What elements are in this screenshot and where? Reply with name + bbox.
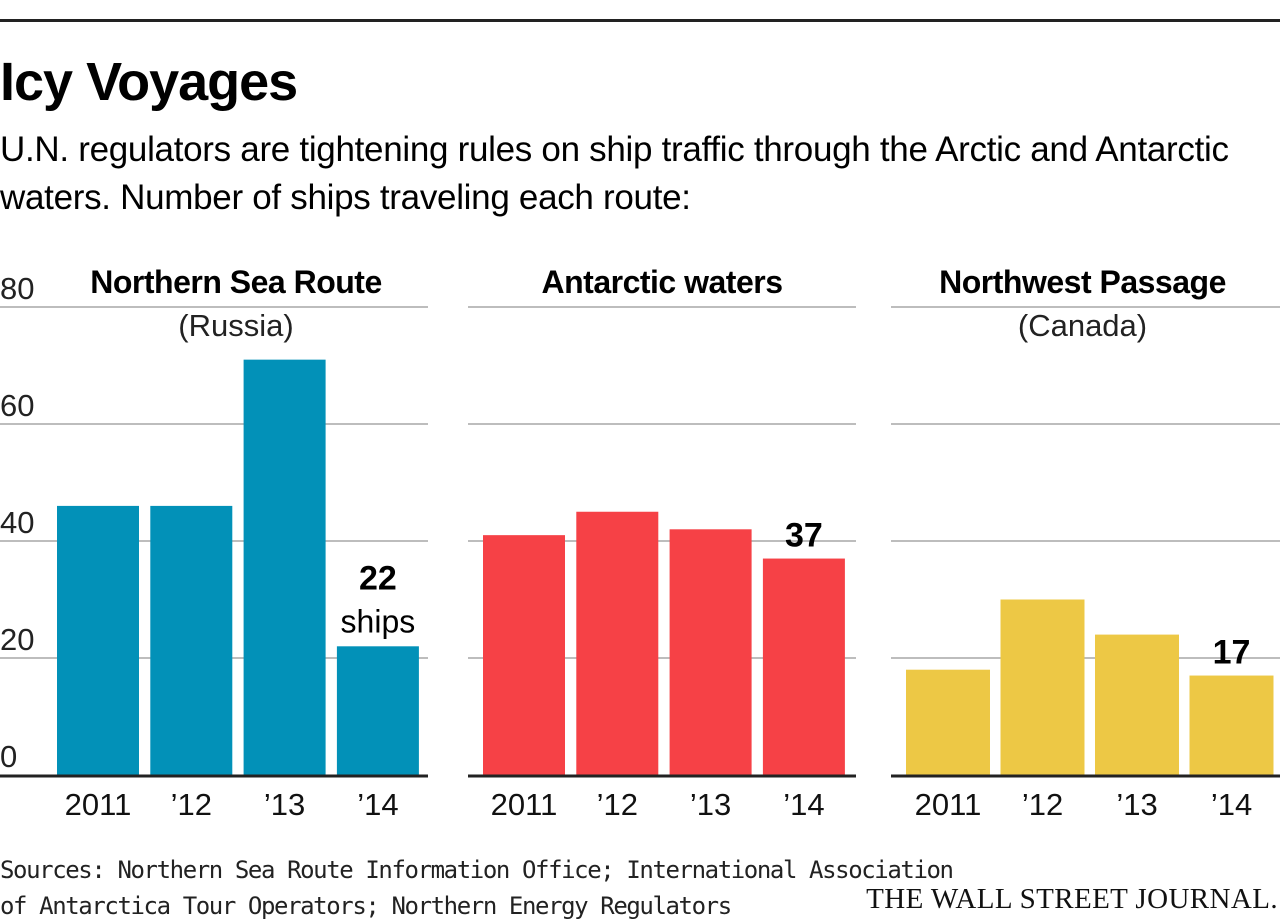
x-tick-label: ’13 [264,787,305,822]
y-tick-label: 60 [0,388,34,423]
chart-subtitle: U.N. regulators are tightening rules on … [0,130,1229,217]
x-tick-label: ’14 [357,787,398,822]
x-tick-label: ’13 [1116,787,1157,822]
bar [150,505,233,775]
value-label: 37 [785,517,823,555]
x-tick-label: ’14 [1211,787,1252,822]
bar-chart-3: 2011 ’12 ’13 ’14 Northwest Passage (Canada) 17 [891,264,1280,822]
bar [576,511,659,775]
panel-subtitle: (Russia) [178,308,293,343]
y-tick-label: 20 [0,622,34,657]
bar [1189,675,1274,775]
publisher-credit: THE WALL STREET JOURNAL. [866,883,1278,915]
bar [1000,599,1085,775]
bar [1095,634,1179,775]
bar [906,669,990,775]
x-tick-label: ’13 [690,787,731,822]
bar [762,558,845,775]
bar [57,505,139,775]
bar-chart-1: 2011 ’12 ’13 ’14 0 20 40 60 80 Northern Sea Route… [0,264,428,822]
y-tick-label: 80 [0,271,34,306]
sources-note: Sources: Northern Sea Route Information … [0,852,980,924]
value-unit-label: ships [341,603,416,639]
value-label: 22 [359,559,397,597]
panel-subtitle: (Canada) [1018,308,1147,343]
x-tick-label: ’14 [783,787,824,822]
x-tick-label: ’12 [171,787,212,822]
bar [336,646,419,775]
value-label: 17 [1213,634,1251,672]
top-rule [0,19,1280,22]
x-tick-label: 2011 [65,787,132,822]
bar [243,359,326,775]
x-tick-label: ’12 [597,787,638,822]
sources-line-2: of Antarctica Tour Operators; Northern E… [0,892,732,920]
sources-line-1: Sources: Northern Sea Route Information … [0,856,954,884]
panel-title: Antarctic waters [542,264,783,300]
charts-area: 2011 ’12 ’13 ’14 0 20 40 60 80 Northern Sea Route… [0,264,1280,822]
panel-title: Northwest Passage [939,264,1226,300]
x-tick-label: ’12 [1022,787,1063,822]
bar [669,529,752,775]
bar-chart-2: 2011 ’12 ’13 ’14 Antarctic waters 37 [468,264,856,822]
x-tick-label: 2011 [491,787,558,822]
y-tick-label: 40 [0,505,34,540]
bar [483,535,565,775]
panel-title: Northern Sea Route [90,264,381,300]
chart-title: Icy Voyages [0,52,298,112]
y-tick-label: 0 [0,739,17,774]
x-tick-label: 2011 [915,787,982,822]
